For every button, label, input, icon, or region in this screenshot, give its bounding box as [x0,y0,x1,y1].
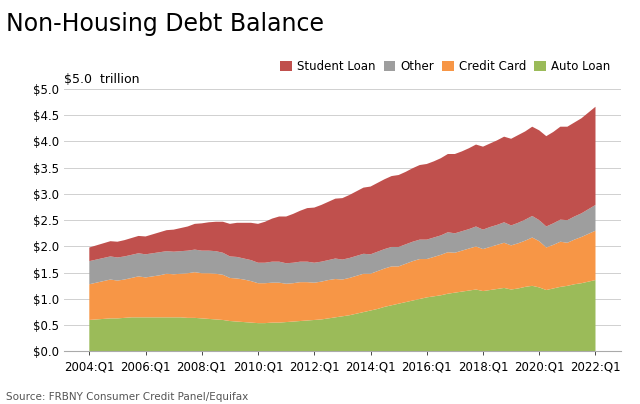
Text: Non-Housing Debt Balance: Non-Housing Debt Balance [6,12,324,36]
Text: Source: FRBNY Consumer Credit Panel/Equifax: Source: FRBNY Consumer Credit Panel/Equi… [6,392,249,402]
Legend: Student Loan, Other, Credit Card, Auto Loan: Student Loan, Other, Credit Card, Auto L… [276,55,615,78]
Text: $5.0  trillion: $5.0 trillion [64,73,140,86]
